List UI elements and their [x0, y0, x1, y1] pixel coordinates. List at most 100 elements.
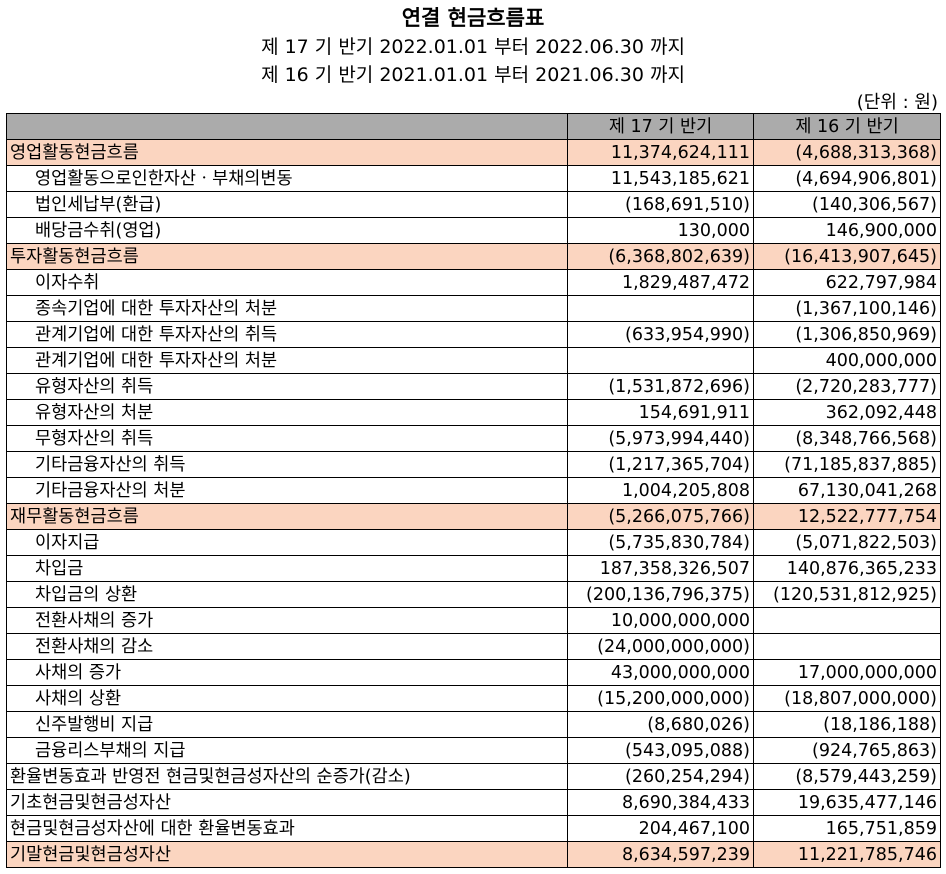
row-label: 기타금융자산의 취득 — [6, 451, 568, 478]
row-label: 이자수취 — [6, 269, 568, 296]
table-row: 배당금수취(영업) 130,000 146,900,000 — [6, 217, 941, 244]
table-row: 사채의 증가 43,000,000,000 17,000,000,000 — [6, 659, 941, 686]
value-current: 1,829,487,472 — [567, 269, 754, 296]
table-row: 재무활동현금흐름 (5,266,075,766) 12,522,777,754 — [6, 503, 941, 530]
value-prior: 622,797,984 — [753, 269, 941, 296]
table-row: 전환사채의 감소 (24,000,000,000) — [6, 633, 941, 660]
row-label: 금융리스부채의 지급 — [6, 737, 568, 764]
value-current: (15,200,000,000) — [567, 685, 754, 712]
value-prior: 400,000,000 — [753, 347, 941, 374]
row-label: 환율변동효과 반영전 현금및현금성자산의 순증가(감소) — [6, 763, 568, 790]
row-label: 차입금 — [6, 555, 568, 582]
column-header-current: 제 17 기 반기 — [567, 113, 754, 140]
value-current: 10,000,000,000 — [567, 607, 754, 634]
value-current — [567, 347, 754, 374]
value-prior: (1,306,850,969) — [753, 321, 941, 348]
row-label: 무형자산의 취득 — [6, 425, 568, 452]
table-row: 유형자산의 취득 (1,531,872,696) (2,720,283,777) — [6, 373, 941, 400]
value-current: (5,973,994,440) — [567, 425, 754, 452]
table-row: 기말현금및현금성자산 8,634,597,239 11,221,785,746 — [6, 841, 941, 868]
value-current: 204,467,100 — [567, 815, 754, 842]
table-row: 차입금 187,358,326,507 140,876,365,233 — [6, 555, 941, 582]
value-current: 8,634,597,239 — [567, 841, 754, 868]
table-row: 투자활동현금흐름 (6,368,802,639) (16,413,907,645) — [6, 243, 941, 270]
value-prior: 67,130,041,268 — [753, 477, 941, 504]
table-row: 전환사채의 증가 10,000,000,000 — [6, 607, 941, 634]
row-label: 전환사채의 감소 — [6, 633, 568, 660]
value-current: (5,266,075,766) — [567, 503, 754, 530]
table-body: 영업활동현금흐름 11,374,624,111 (4,688,313,368) 영업활… — [6, 139, 941, 868]
table-row: 종속기업에 대한 투자자산의 처분 (1,367,100,146) — [6, 295, 941, 322]
unit-label: (단위 : 원) — [856, 92, 938, 113]
row-label: 신주발행비 지급 — [6, 711, 568, 738]
value-prior: (924,765,863) — [753, 737, 941, 764]
row-label: 관계기업에 대한 투자자산의 처분 — [6, 347, 568, 374]
row-label: 기초현금및현금성자산 — [6, 789, 568, 816]
column-header-label — [6, 113, 568, 140]
value-current: (8,680,026) — [567, 711, 754, 738]
value-prior: 146,900,000 — [753, 217, 941, 244]
table-row: 기타금융자산의 취득 (1,217,365,704) (71,185,837,885… — [6, 451, 941, 478]
value-prior — [753, 633, 941, 660]
value-prior: (2,720,283,777) — [753, 373, 941, 400]
value-prior: (4,688,313,368) — [753, 139, 941, 166]
value-current: 43,000,000,000 — [567, 659, 754, 686]
value-current: 11,374,624,111 — [567, 139, 754, 166]
value-prior: (140,306,567) — [753, 191, 941, 218]
row-label: 차입금의 상환 — [6, 581, 568, 608]
cash-flow-table: 제 17 기 반기 제 16 기 반기 영업활동현금흐름 11,374,624,1… — [6, 113, 941, 868]
column-header-prior: 제 16 기 반기 — [753, 113, 941, 140]
value-prior — [753, 607, 941, 634]
row-label: 기말현금및현금성자산 — [6, 841, 568, 868]
row-label: 법인세납부(환급) — [6, 191, 568, 218]
row-label: 배당금수취(영업) — [6, 217, 568, 244]
table-row: 환율변동효과 반영전 현금및현금성자산의 순증가(감소) (260,254,294… — [6, 763, 941, 790]
table-row: 이자수취 1,829,487,472 622,797,984 — [6, 269, 941, 296]
value-prior: (5,071,822,503) — [753, 529, 941, 556]
value-current: 154,691,911 — [567, 399, 754, 426]
table-row: 영업활동현금흐름 11,374,624,111 (4,688,313,368) — [6, 139, 941, 166]
table-row: 관계기업에 대한 투자자산의 처분 400,000,000 — [6, 347, 941, 374]
value-prior: 12,522,777,754 — [753, 503, 941, 530]
table-row: 차입금의 상환 (200,136,796,375) (120,531,812,925… — [6, 581, 941, 608]
row-label: 관계기업에 대한 투자자산의 취득 — [6, 321, 568, 348]
table-row: 관계기업에 대한 투자자산의 취득 (633,954,990) (1,306,850… — [6, 321, 941, 348]
table-row: 기타금융자산의 처분 1,004,205,808 67,130,041,268 — [6, 477, 941, 504]
row-label: 유형자산의 취득 — [6, 373, 568, 400]
value-current: 8,690,384,433 — [567, 789, 754, 816]
row-label: 전환사채의 증가 — [6, 607, 568, 634]
value-current: (633,954,990) — [567, 321, 754, 348]
value-prior: (71,185,837,885) — [753, 451, 941, 478]
row-label: 영업활동으로인한자산ㆍ부채의변동 — [6, 165, 568, 192]
row-label: 투자활동현금흐름 — [6, 243, 568, 270]
table-row: 기초현금및현금성자산 8,690,384,433 19,635,477,146 — [6, 789, 941, 816]
table-row: 무형자산의 취득 (5,973,994,440) (8,348,766,568) — [6, 425, 941, 452]
row-label: 사채의 증가 — [6, 659, 568, 686]
value-current: (168,691,510) — [567, 191, 754, 218]
value-current: (24,000,000,000) — [567, 633, 754, 660]
row-label: 이자지급 — [6, 529, 568, 556]
value-prior: (18,186,188) — [753, 711, 941, 738]
row-label: 사채의 상환 — [6, 685, 568, 712]
value-current: (1,217,365,704) — [567, 451, 754, 478]
value-prior: (16,413,907,645) — [753, 243, 941, 270]
period-prior: 제 16 기 반기 2021.01.01 부터 2021.06.30 까지 — [261, 64, 685, 86]
period-current: 제 17 기 반기 2022.01.01 부터 2022.06.30 까지 — [261, 36, 685, 58]
value-current — [567, 295, 754, 322]
value-prior: 17,000,000,000 — [753, 659, 941, 686]
statement-title: 연결 현금흐름표 — [401, 5, 545, 30]
value-current: (543,095,088) — [567, 737, 754, 764]
table-row: 신주발행비 지급 (8,680,026) (18,186,188) — [6, 711, 941, 738]
table-row: 법인세납부(환급) (168,691,510) (140,306,567) — [6, 191, 941, 218]
value-current: 11,543,185,621 — [567, 165, 754, 192]
value-prior: 165,751,859 — [753, 815, 941, 842]
table-header-row: 제 17 기 반기 제 16 기 반기 — [6, 113, 941, 140]
value-prior: (18,807,000,000) — [753, 685, 941, 712]
value-current: (6,368,802,639) — [567, 243, 754, 270]
value-prior: (4,694,906,801) — [753, 165, 941, 192]
table-row: 이자지급 (5,735,830,784) (5,071,822,503) — [6, 529, 941, 556]
value-prior: (1,367,100,146) — [753, 295, 941, 322]
value-prior: 362,092,448 — [753, 399, 941, 426]
value-prior: (120,531,812,925) — [753, 581, 941, 608]
value-current: (5,735,830,784) — [567, 529, 754, 556]
